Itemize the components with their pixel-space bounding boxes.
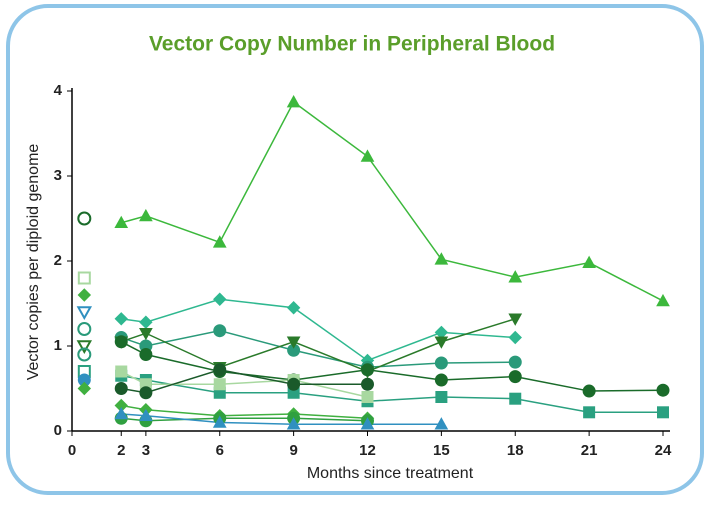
- marker: [657, 406, 669, 419]
- frame: [6, 4, 704, 495]
- marker: [509, 392, 522, 405]
- marker: [139, 348, 153, 361]
- x-tick-label: 9: [289, 442, 297, 459]
- marker: [360, 417, 375, 430]
- marker: [508, 355, 522, 369]
- marker: [583, 406, 596, 419]
- marker: [361, 363, 374, 377]
- marker: [139, 386, 153, 400]
- marker: [582, 255, 596, 268]
- y-tick-label: 3: [54, 167, 62, 184]
- marker: [139, 208, 153, 222]
- marker: [582, 384, 596, 398]
- marker: [434, 417, 449, 430]
- x-tick-label: 3: [142, 442, 150, 459]
- marker: [77, 322, 92, 336]
- marker: [213, 363, 227, 377]
- marker: [77, 381, 92, 396]
- marker: [114, 312, 128, 326]
- marker: [286, 336, 301, 349]
- marker: [139, 408, 153, 421]
- marker: [434, 356, 448, 370]
- marker: [434, 252, 449, 265]
- marker: [508, 313, 523, 326]
- marker: [77, 347, 92, 362]
- marker: [287, 377, 301, 391]
- y-tick-label: 0: [54, 422, 62, 439]
- x-tick-label: 12: [359, 442, 376, 459]
- marker: [213, 292, 227, 306]
- marker: [114, 215, 129, 229]
- y-tick-label: 1: [54, 337, 62, 354]
- x-tick-label: 6: [216, 442, 224, 459]
- series-line: [121, 413, 442, 425]
- marker: [434, 373, 448, 387]
- marker: [77, 271, 91, 285]
- marker: [508, 330, 522, 345]
- marker: [213, 378, 226, 391]
- marker: [435, 391, 448, 403]
- y-tick-label: 2: [54, 252, 62, 269]
- marker: [286, 95, 301, 108]
- marker: [115, 365, 128, 378]
- marker: [76, 306, 93, 321]
- x-tick-label: 15: [433, 442, 450, 459]
- marker: [77, 211, 92, 226]
- marker: [656, 293, 670, 307]
- chart-title: Vector Copy Number in Peripheral Blood: [149, 33, 555, 56]
- y-axis-label: Vector copies per diploid genome: [25, 144, 42, 381]
- y-tick-label: 4: [54, 82, 63, 99]
- marker: [139, 327, 153, 341]
- marker: [286, 417, 301, 430]
- marker: [656, 383, 670, 397]
- marker: [114, 406, 129, 420]
- marker: [508, 370, 522, 384]
- marker: [286, 301, 301, 315]
- x-tick-label: 18: [507, 442, 524, 459]
- marker: [76, 340, 93, 355]
- marker: [361, 377, 374, 391]
- marker: [77, 288, 92, 302]
- marker: [434, 336, 449, 349]
- x-axis-label: Months since treatment: [307, 465, 474, 482]
- x-tick-label: 21: [581, 442, 598, 459]
- marker: [213, 324, 227, 338]
- marker: [114, 335, 128, 349]
- x-tick-label: 2: [117, 442, 125, 459]
- marker: [212, 235, 227, 248]
- marker: [360, 149, 375, 162]
- marker: [361, 391, 374, 403]
- x-tick-label: 0: [68, 442, 76, 459]
- marker: [508, 270, 523, 283]
- marker: [114, 382, 128, 395]
- x-tick-label: 24: [655, 442, 672, 459]
- marker: [212, 415, 227, 428]
